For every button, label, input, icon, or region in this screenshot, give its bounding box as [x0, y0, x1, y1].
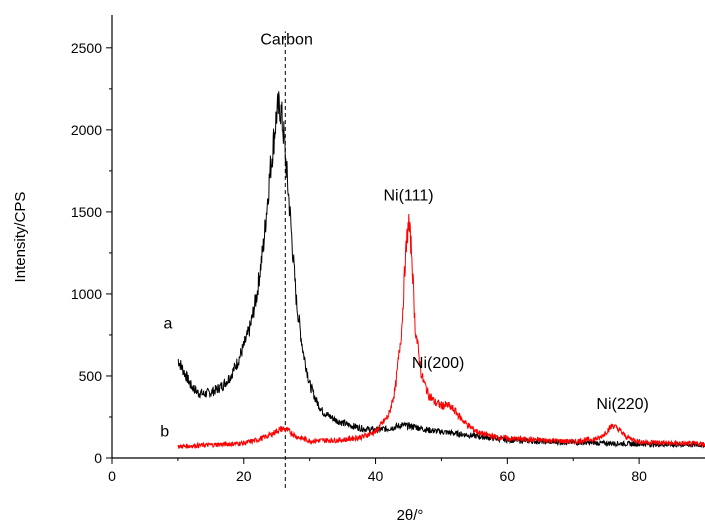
x-tick-label: 40	[368, 468, 384, 484]
annotation-label: b	[160, 424, 169, 441]
annotation-label: Ni(111)	[383, 187, 433, 204]
y-tick-label: 0	[94, 450, 102, 466]
x-axis-label: 2θ/°	[397, 507, 424, 524]
annotation-label: Ni(220)	[596, 396, 648, 413]
series-a-line	[177, 91, 705, 449]
y-tick-label: 2500	[71, 40, 102, 56]
x-tick-label: 60	[500, 468, 516, 484]
y-axis-label: Intensity/CPS	[12, 192, 29, 283]
series-b-line	[177, 213, 705, 449]
y-tick-label: 1500	[71, 204, 102, 220]
x-tick-label: 0	[108, 468, 116, 484]
x-tick-label: 20	[236, 468, 252, 484]
y-tick-label: 500	[79, 368, 103, 384]
annotation-label: Carbon	[260, 32, 312, 49]
y-tick-label: 2000	[71, 122, 102, 138]
y-tick-label: 1000	[71, 286, 102, 302]
x-tick-label: 80	[631, 468, 647, 484]
annotation-label: a	[164, 315, 173, 332]
annotation-label: Ni(200)	[412, 355, 464, 372]
